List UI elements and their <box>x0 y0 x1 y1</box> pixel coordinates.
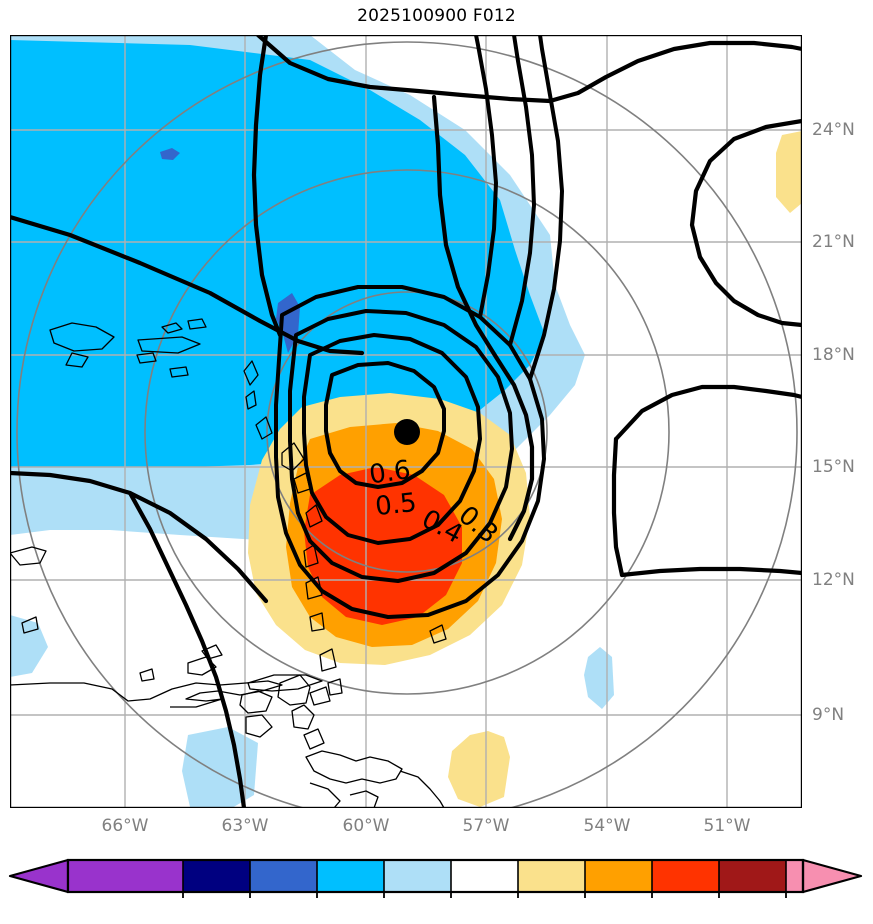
y-tick-label: 24°N <box>812 120 855 140</box>
colorbar-over-arrow <box>801 858 863 894</box>
storm-center-marker[interactable] <box>394 419 420 445</box>
range-ring-layer <box>16 41 798 808</box>
colorbar-swatch <box>786 860 803 892</box>
y-tick-label: 15°N <box>812 457 855 477</box>
map-svg: 0.6 0.5 0.4 0.3 <box>10 35 802 808</box>
fill-band-pos-red <box>304 467 462 625</box>
y-tick-label: 9°N <box>812 705 845 725</box>
colorbar-swatch <box>68 860 183 892</box>
probability-contour-layer <box>274 35 564 619</box>
contour-0.5 <box>302 333 482 545</box>
thick-line-layer <box>10 35 802 808</box>
x-tick-label: 54°W <box>583 816 631 836</box>
colorbar-swatch <box>384 860 451 892</box>
range-ring-outer <box>16 41 798 808</box>
colorbar-ticks <box>182 892 787 898</box>
colorbar-swatch <box>518 860 585 892</box>
map-plot-area[interactable]: 0.6 0.5 0.4 0.3 <box>10 35 802 808</box>
graticule-layer <box>10 35 802 808</box>
colorbar: −0.90 −0.72 −0.54 −0.36 −0.18 0.18 0.36 … <box>0 858 873 924</box>
colorbar-swatch <box>585 860 652 892</box>
x-tick-label: 60°W <box>342 816 390 836</box>
range-ring-middle <box>144 169 670 695</box>
fill-patch-blue-southwest <box>182 727 258 808</box>
contour-0.3 <box>274 285 546 619</box>
filled-contour-layer <box>10 35 802 808</box>
x-tick-label: 57°W <box>462 816 510 836</box>
colorbar-swatches <box>8 858 863 898</box>
fill-patch-blue-west-edge <box>10 615 48 677</box>
range-ring-inner <box>266 291 548 573</box>
colorbar-swatch <box>652 860 719 892</box>
contour-0.6 <box>324 361 446 489</box>
colorbar-swatch <box>250 860 317 892</box>
x-tick-label: 66°W <box>101 816 149 836</box>
colorbar-swatch <box>317 860 384 892</box>
x-tick-label: 51°W <box>703 816 751 836</box>
colorbar-swatch <box>451 860 518 892</box>
colorbar-under-arrow <box>8 858 70 894</box>
contour-label-0-6: 0.6 <box>367 455 412 490</box>
y-tick-label: 21°N <box>812 232 855 252</box>
colorbar-swatch <box>183 860 250 892</box>
figure-title: 2025100900 F012 <box>357 6 516 26</box>
colorbar-swatch <box>719 860 786 892</box>
colorbar-svg <box>8 858 863 898</box>
contour-0.4 <box>288 309 514 583</box>
coastline-layer <box>10 318 447 808</box>
x-tick-label: 63°W <box>221 816 269 836</box>
fill-band-neg-deep-nw <box>10 40 545 467</box>
contour-label-0-5: 0.5 <box>374 488 418 522</box>
fill-patch-yellow-south <box>448 731 510 807</box>
y-tick-label: 12°N <box>812 570 855 590</box>
fill-band-neg-dark-speck <box>160 148 180 160</box>
fill-patch-yellow-northeast <box>776 131 802 213</box>
y-tick-label: 18°N <box>812 345 855 365</box>
